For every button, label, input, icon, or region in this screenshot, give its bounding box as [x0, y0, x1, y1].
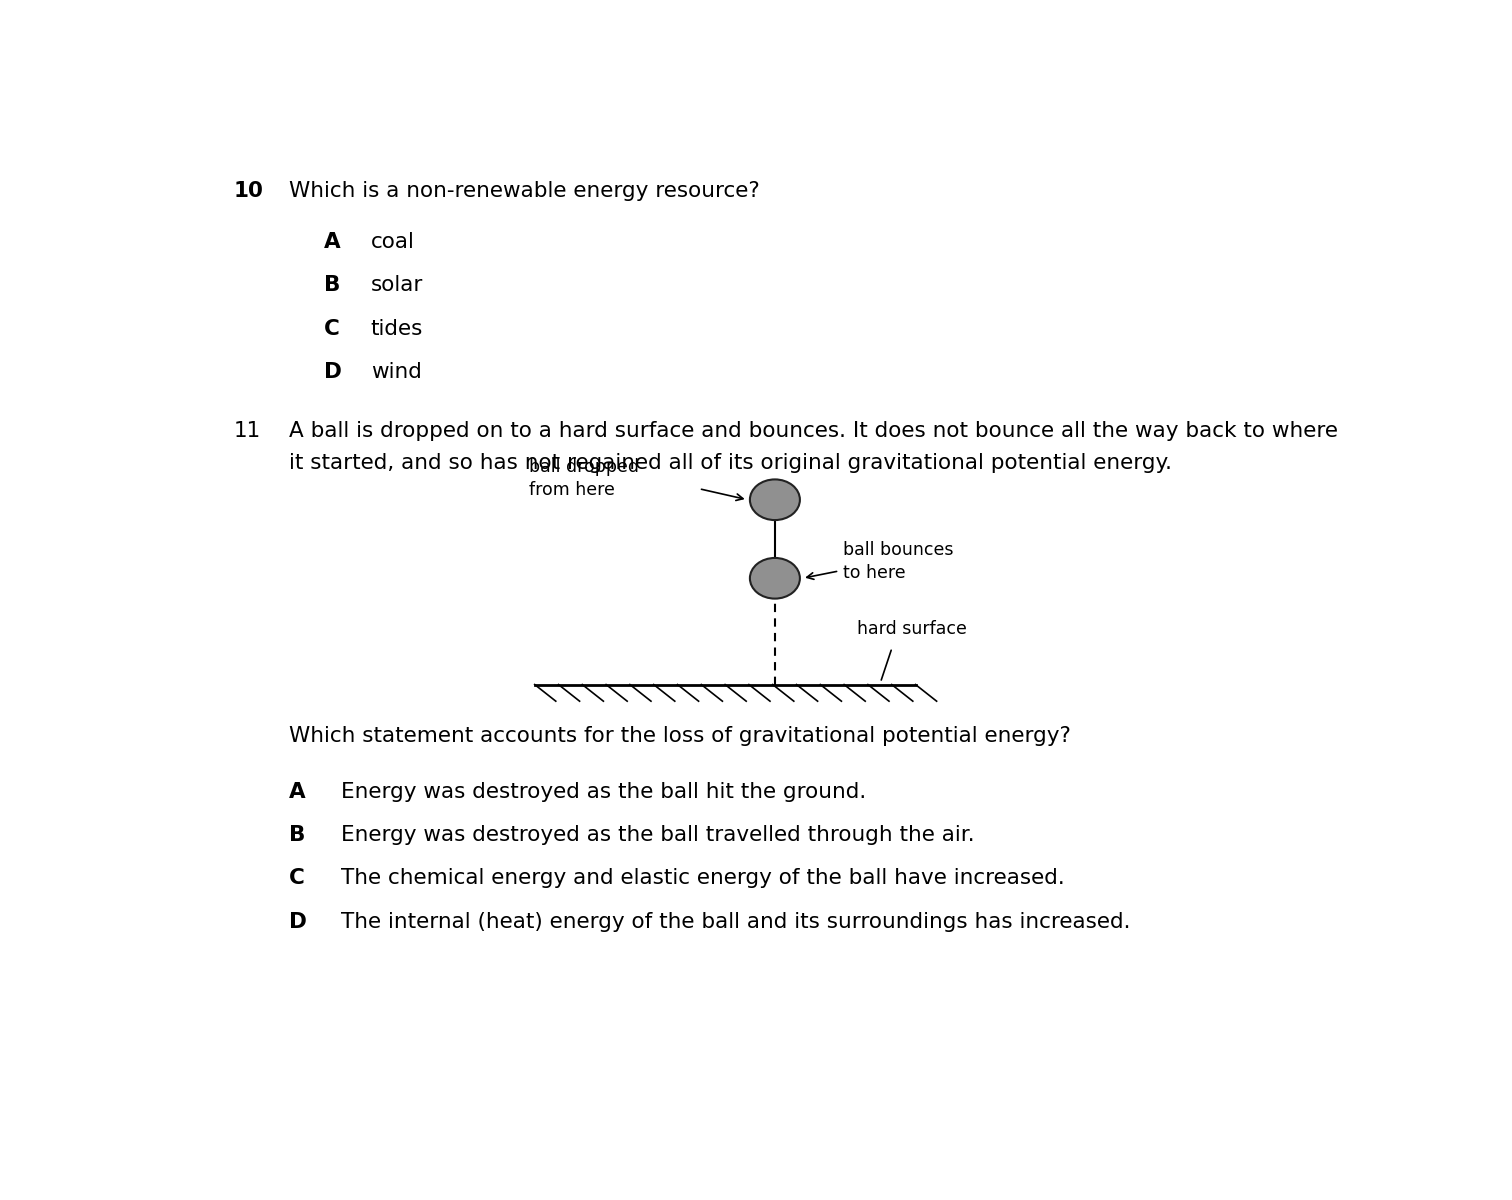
Text: A: A	[324, 232, 340, 252]
Text: C: C	[324, 319, 340, 338]
Text: The internal (heat) energy of the ball and its surroundings has increased.: The internal (heat) energy of the ball a…	[342, 912, 1131, 932]
Text: Which statement accounts for the loss of gravitational potential energy?: Which statement accounts for the loss of…	[289, 726, 1070, 746]
Text: B: B	[289, 824, 305, 845]
Text: B: B	[324, 275, 340, 295]
Text: it started, and so has not regained all of its original gravitational potential : it started, and so has not regained all …	[289, 452, 1172, 473]
Text: ball dropped: ball dropped	[529, 458, 640, 476]
Text: tides: tides	[370, 319, 423, 338]
Text: D: D	[324, 362, 342, 382]
Text: 10: 10	[233, 181, 263, 200]
Text: The chemical energy and elastic energy of the ball have increased.: The chemical energy and elastic energy o…	[342, 869, 1064, 888]
Text: A ball is dropped on to a hard surface and bounces. It does not bounce all the w: A ball is dropped on to a hard surface a…	[289, 421, 1338, 442]
Text: wind: wind	[370, 362, 422, 382]
Text: A: A	[289, 781, 305, 802]
Text: to here: to here	[842, 564, 906, 582]
Text: C: C	[289, 869, 304, 888]
Ellipse shape	[750, 558, 800, 599]
Text: D: D	[289, 912, 307, 932]
Text: Energy was destroyed as the ball travelled through the air.: Energy was destroyed as the ball travell…	[342, 824, 975, 845]
Text: solar: solar	[370, 275, 423, 295]
Text: coal: coal	[370, 232, 414, 252]
Text: ball bounces: ball bounces	[842, 541, 954, 559]
Ellipse shape	[750, 480, 800, 520]
Text: 11: 11	[233, 421, 260, 442]
Text: from here: from here	[529, 481, 615, 499]
Text: hard surface: hard surface	[857, 620, 966, 638]
Text: Energy was destroyed as the ball hit the ground.: Energy was destroyed as the ball hit the…	[342, 781, 866, 802]
Text: Which is a non-renewable energy resource?: Which is a non-renewable energy resource…	[289, 181, 759, 200]
